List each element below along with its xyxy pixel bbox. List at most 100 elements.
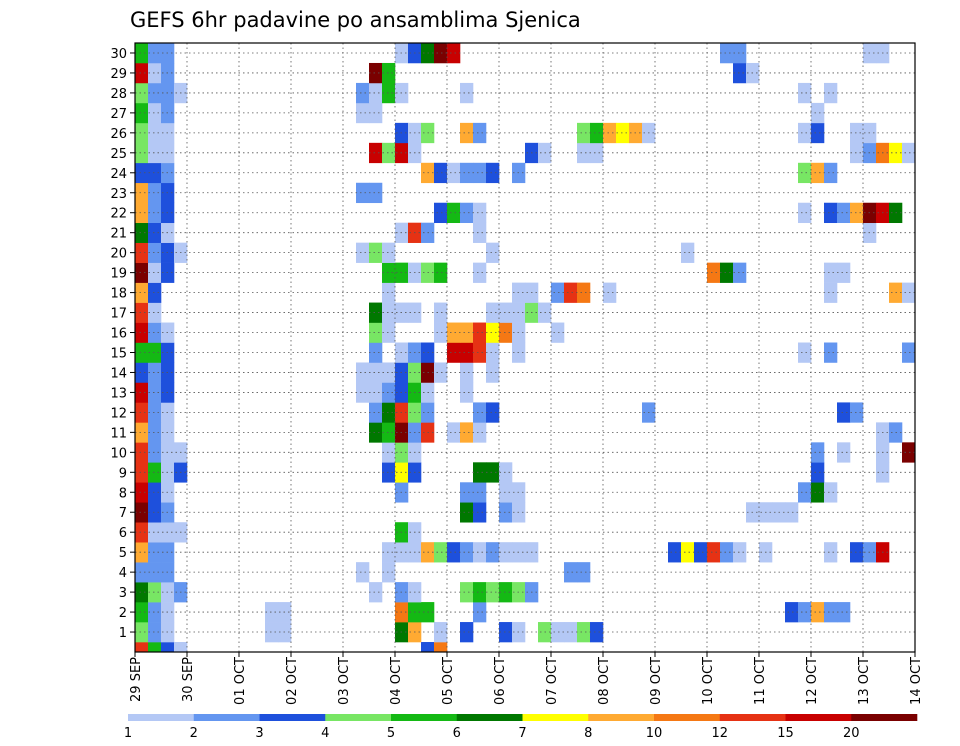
heatmap-cell: [434, 322, 448, 343]
heatmap-cell: [382, 62, 396, 84]
heatmap-cell: [499, 482, 513, 503]
heatmap-cell: [811, 482, 825, 503]
x-tick-label: 01 OCT: [233, 657, 248, 705]
heatmap-cell: [369, 242, 383, 263]
heatmap-cell: [369, 82, 383, 104]
heatmap-cell: [694, 542, 708, 563]
heatmap-cell: [148, 162, 162, 184]
y-tick-label: 16: [110, 327, 127, 342]
y-tick-label: 7: [119, 506, 127, 521]
heatmap-cell: [135, 342, 149, 363]
heatmap-cell: [148, 182, 162, 204]
heatmap-cell: [824, 162, 838, 184]
x-tick-label: 04 OCT: [389, 657, 404, 705]
x-tick-label: 29 SEP: [129, 657, 144, 702]
heatmap-cell: [460, 362, 474, 383]
heatmap-cell: [369, 142, 383, 164]
heatmap-cell: [447, 162, 461, 184]
heatmap-cell: [382, 442, 396, 463]
heatmap-cell: [148, 82, 162, 104]
heatmap-cell: [135, 542, 149, 563]
heatmap-cell: [577, 622, 591, 643]
heatmap-cell: [473, 202, 487, 224]
heatmap-cell: [148, 542, 162, 563]
heatmap-cell: [135, 402, 149, 423]
y-tick-label: 9: [119, 466, 127, 481]
heatmap-cell: [148, 382, 162, 403]
heatmap-cell: [811, 462, 825, 483]
heatmap-cell: [473, 342, 487, 363]
heatmap-cell: [486, 402, 500, 423]
colorbar-swatch: [193, 714, 260, 721]
y-tick-label: 28: [110, 87, 127, 102]
y-tick-label: 18: [110, 287, 127, 302]
heatmap-cell: [135, 422, 149, 443]
heatmap-cell: [369, 422, 383, 443]
heatmap-cell: [824, 482, 838, 503]
heatmap-cell: [460, 542, 474, 563]
heatmap-cell: [473, 602, 487, 623]
heatmap-cell: [824, 202, 838, 224]
heatmap-cell: [577, 282, 591, 303]
heatmap-cell: [148, 262, 162, 283]
y-tick-label: 23: [110, 187, 127, 202]
heatmap-cell: [707, 542, 721, 563]
heatmap-cell: [434, 43, 448, 64]
heatmap-cell: [382, 322, 396, 343]
heatmap-cell: [135, 442, 149, 463]
heatmap-cell: [148, 642, 162, 653]
heatmap-cell: [434, 542, 448, 563]
heatmap-cell: [356, 82, 370, 104]
heatmap-cell: [551, 282, 565, 303]
heatmap-cell: [148, 142, 162, 164]
heatmap-cell: [135, 322, 149, 343]
heatmap-cell: [486, 582, 500, 603]
heatmap-cell: [148, 402, 162, 423]
heatmap-cell: [135, 222, 149, 243]
x-tick-label: 14 OCT: [909, 657, 924, 705]
heatmap-cell: [460, 342, 474, 363]
y-tick-label: 11: [110, 426, 127, 441]
heatmap-cell: [473, 222, 487, 243]
colorbar-label: 6: [453, 726, 461, 741]
heatmap-cell: [798, 202, 812, 224]
heatmap-cell: [460, 202, 474, 224]
heatmap-cell: [421, 642, 435, 653]
heatmap-cell: [148, 482, 162, 503]
heatmap-cell: [486, 322, 500, 343]
colorbar-label: 20: [843, 726, 860, 741]
heatmap-cell: [434, 362, 448, 383]
heatmap-cell: [837, 402, 851, 423]
heatmap-cell: [681, 542, 695, 563]
colorbar-label: 10: [646, 726, 663, 741]
heatmap-cell: [486, 302, 500, 323]
heatmap-cell: [434, 162, 448, 184]
heatmap-cell: [382, 562, 396, 583]
colorbar-swatch: [522, 714, 589, 721]
heatmap-cell: [733, 62, 747, 84]
heatmap-cell: [798, 342, 812, 363]
colorbar-swatch: [851, 714, 918, 721]
x-tick-label: 11 OCT: [753, 657, 768, 705]
heatmap-cell: [824, 262, 838, 283]
heatmap-cell: [135, 562, 149, 583]
heatmap-cell: [369, 382, 383, 403]
heatmap-cell: [564, 282, 578, 303]
y-axis: 1234567891011121314151617181920212223242…: [110, 47, 135, 641]
heatmap-cell: [577, 122, 591, 144]
heatmap-cell: [135, 302, 149, 323]
colorbar-label: 1: [124, 726, 132, 741]
heatmap-cell: [135, 202, 149, 224]
heatmap-cell: [382, 262, 396, 283]
heatmap-cell: [733, 43, 747, 64]
x-tick-label: 09 OCT: [649, 657, 664, 705]
heatmap-cell: [499, 462, 513, 483]
heatmap-cell: [148, 282, 162, 303]
heatmap-cell: [135, 582, 149, 603]
heatmap-cell: [434, 642, 448, 653]
y-tick-label: 14: [110, 366, 127, 381]
heatmap-cell: [174, 642, 188, 653]
heatmap-cell: [148, 462, 162, 483]
heatmap-cell: [135, 62, 149, 84]
heatmap-cell: [148, 422, 162, 443]
